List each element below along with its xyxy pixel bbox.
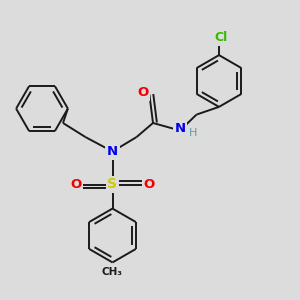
- Text: CH₃: CH₃: [102, 267, 123, 277]
- Text: H: H: [188, 128, 197, 138]
- Text: Cl: Cl: [215, 31, 228, 44]
- Text: O: O: [70, 178, 81, 191]
- Text: S: S: [107, 178, 118, 191]
- Text: O: O: [137, 86, 148, 100]
- Text: N: N: [107, 145, 118, 158]
- Text: N: N: [174, 122, 186, 135]
- Text: O: O: [144, 178, 155, 191]
